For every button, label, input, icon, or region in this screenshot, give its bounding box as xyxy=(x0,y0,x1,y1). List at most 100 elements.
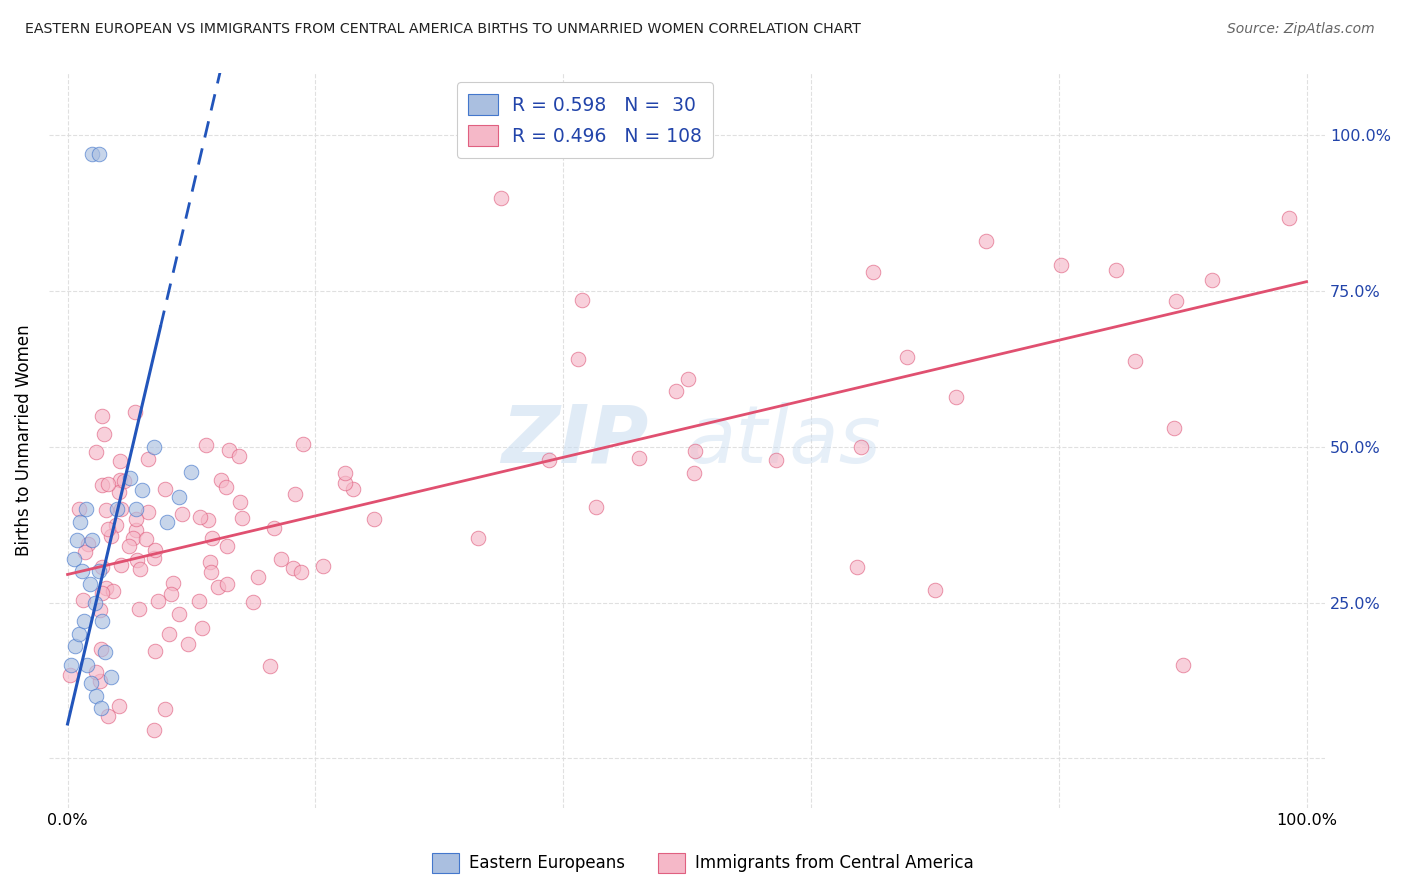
Point xyxy=(214,480,236,494)
Point xyxy=(167,490,190,504)
Point xyxy=(945,390,967,404)
Point xyxy=(217,577,239,591)
Y-axis label: Births to Unmarried Women: Births to Unmarried Women xyxy=(15,325,32,557)
Point xyxy=(94,581,117,595)
Point xyxy=(170,508,193,522)
Point xyxy=(69,515,91,529)
Point xyxy=(124,404,146,418)
Point xyxy=(82,147,104,161)
Point xyxy=(1163,421,1185,435)
Point xyxy=(138,505,160,519)
Point xyxy=(75,502,97,516)
Point xyxy=(312,558,335,573)
Point xyxy=(1201,273,1223,287)
Point xyxy=(128,602,150,616)
Point xyxy=(209,473,232,487)
Point xyxy=(125,553,148,567)
Point xyxy=(100,529,122,543)
Point xyxy=(228,449,250,463)
Point xyxy=(156,515,179,529)
Point xyxy=(100,670,122,684)
Point xyxy=(131,483,153,498)
Point xyxy=(87,147,110,161)
Point xyxy=(215,540,238,554)
Point xyxy=(229,495,252,509)
Legend: R = 0.598   N =  30, R = 0.496   N = 108: R = 0.598 N = 30, R = 0.496 N = 108 xyxy=(457,82,713,158)
Point xyxy=(284,487,307,501)
Point xyxy=(197,512,219,526)
Point xyxy=(845,559,868,574)
Point xyxy=(160,586,183,600)
Point xyxy=(135,532,157,546)
Point xyxy=(84,665,107,680)
Point xyxy=(110,558,132,572)
Point xyxy=(67,502,90,516)
Text: Source: ZipAtlas.com: Source: ZipAtlas.com xyxy=(1227,22,1375,37)
Point xyxy=(290,565,312,579)
Point xyxy=(1166,293,1188,308)
Point xyxy=(489,190,512,204)
Point xyxy=(467,532,489,546)
Point xyxy=(96,476,118,491)
Point xyxy=(143,543,166,558)
Point xyxy=(89,673,111,688)
Point xyxy=(218,443,240,458)
Point xyxy=(84,445,107,459)
Text: atlas: atlas xyxy=(688,401,882,480)
Point xyxy=(187,593,209,607)
Point xyxy=(90,701,112,715)
Point xyxy=(177,637,200,651)
Point xyxy=(188,509,211,524)
Point xyxy=(90,641,112,656)
Point xyxy=(567,351,589,366)
Point xyxy=(974,234,997,248)
Point xyxy=(292,437,315,451)
Point xyxy=(105,502,128,516)
Point xyxy=(153,702,176,716)
Point xyxy=(62,552,84,566)
Point xyxy=(628,451,651,466)
Point xyxy=(231,510,253,524)
Point xyxy=(82,533,104,548)
Point xyxy=(128,562,150,576)
Point xyxy=(91,614,114,628)
Point xyxy=(93,645,115,659)
Point xyxy=(200,565,222,579)
Point xyxy=(125,502,148,516)
Point xyxy=(108,454,131,468)
Point xyxy=(242,595,264,609)
Point xyxy=(765,453,787,467)
Point xyxy=(76,657,98,672)
Point xyxy=(79,576,101,591)
Point xyxy=(72,565,94,579)
Point xyxy=(1050,258,1073,272)
Point xyxy=(263,521,285,535)
Point xyxy=(143,440,166,454)
Point xyxy=(72,592,94,607)
Point xyxy=(103,584,125,599)
Point xyxy=(862,265,884,279)
Point xyxy=(259,659,281,673)
Point xyxy=(83,595,105,609)
Point xyxy=(67,626,90,640)
Point xyxy=(571,293,593,308)
Point xyxy=(335,466,357,480)
Point xyxy=(110,501,132,516)
Point xyxy=(105,518,128,533)
Point xyxy=(342,483,364,497)
Point xyxy=(77,537,100,551)
Point xyxy=(194,438,217,452)
Point xyxy=(335,475,357,490)
Point xyxy=(683,444,706,458)
Text: ZIP: ZIP xyxy=(502,401,648,480)
Point xyxy=(89,603,111,617)
Point xyxy=(91,586,114,600)
Point xyxy=(207,580,229,594)
Point xyxy=(665,384,688,398)
Point xyxy=(1278,211,1301,226)
Point xyxy=(90,409,112,423)
Point xyxy=(157,627,180,641)
Point xyxy=(247,569,270,583)
Point xyxy=(363,512,385,526)
Point xyxy=(537,453,560,467)
